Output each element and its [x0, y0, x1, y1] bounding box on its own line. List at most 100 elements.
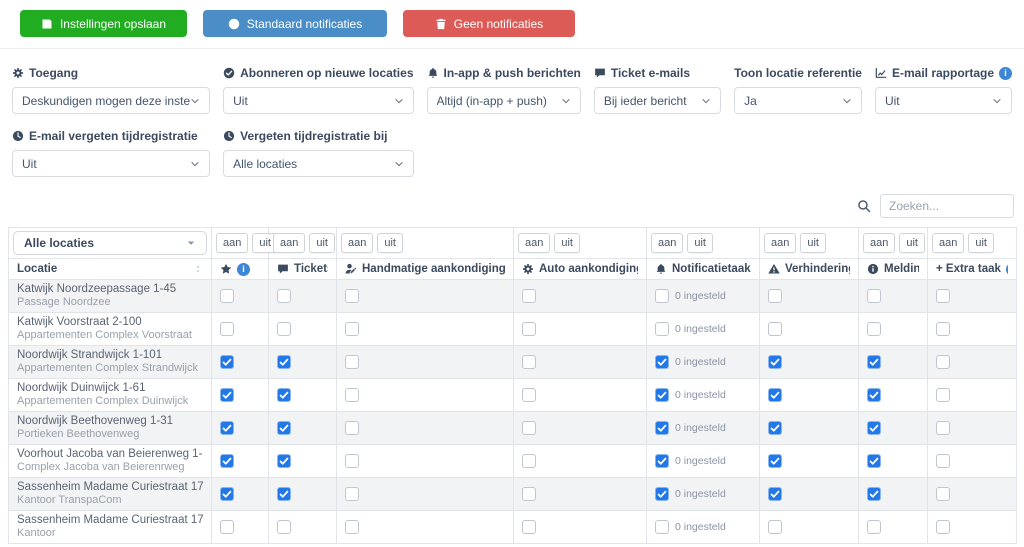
- checkbox-melding[interactable]: [867, 454, 881, 468]
- col-extra-taak-aan-button[interactable]: aan: [932, 233, 965, 253]
- abonneren-nieuwe-locaties-select[interactable]: Uit: [223, 87, 414, 114]
- checkbox-notificatietaak[interactable]: [655, 355, 669, 369]
- checkbox-verhindering[interactable]: [768, 388, 782, 402]
- checkbox-favoriet[interactable]: [220, 487, 234, 501]
- checkbox-verhindering[interactable]: [768, 520, 782, 534]
- checkbox-handmatige-aankondiging[interactable]: [345, 355, 359, 369]
- col-melding-uit-button[interactable]: uit: [899, 233, 925, 253]
- checkbox-favoriet[interactable]: [220, 322, 234, 336]
- no-notifications-button[interactable]: Geen notificaties: [403, 10, 575, 37]
- checkbox-extra-taak[interactable]: [936, 454, 950, 468]
- checkbox-extra-taak[interactable]: [936, 289, 950, 303]
- checkbox-favoriet[interactable]: [220, 421, 234, 435]
- checkbox-tickets[interactable]: [277, 520, 291, 534]
- checkbox-notificatietaak[interactable]: [655, 520, 669, 534]
- toegang-select[interactable]: Deskundigen mogen deze inste: [12, 87, 211, 114]
- col-auto-aankondiging-aan-button[interactable]: aan: [518, 233, 551, 253]
- checkbox-favoriet[interactable]: [220, 388, 234, 402]
- checkbox-melding[interactable]: [867, 355, 881, 369]
- standard-notifications-button[interactable]: Standaard notificaties: [203, 10, 387, 37]
- checkbox-tickets[interactable]: [277, 355, 291, 369]
- checkbox-handmatige-aankondiging[interactable]: [345, 454, 359, 468]
- email-rapportage-select[interactable]: Uit: [874, 87, 1012, 114]
- checkbox-auto-aankondiging[interactable]: [522, 388, 536, 402]
- checkbox-extra-taak[interactable]: [936, 487, 950, 501]
- checkbox-auto-aankondiging[interactable]: [522, 520, 536, 534]
- checkbox-tickets[interactable]: [277, 388, 291, 402]
- checkbox-tickets[interactable]: [277, 322, 291, 336]
- col-handmatige-aankondiging-uit-button[interactable]: uit: [377, 233, 403, 253]
- col-verhindering-aan-button[interactable]: aan: [764, 233, 797, 253]
- checkbox-handmatige-aankondiging[interactable]: [345, 487, 359, 501]
- checkbox-notificatietaak[interactable]: [655, 487, 669, 501]
- checkbox-tickets[interactable]: [277, 421, 291, 435]
- checkbox-favoriet[interactable]: [220, 454, 234, 468]
- checkbox-melding[interactable]: [867, 388, 881, 402]
- col-notificatietaak-uit-button[interactable]: uit: [687, 233, 713, 253]
- col-tickets-uit-button[interactable]: uit: [309, 233, 335, 253]
- checkbox-verhindering[interactable]: [768, 421, 782, 435]
- email-vergeten-tijdregistratie-select[interactable]: Uit: [12, 150, 211, 177]
- checkbox-melding[interactable]: [867, 487, 881, 501]
- checkbox-notificatietaak[interactable]: [655, 421, 669, 435]
- filter-ticket-emails: Ticket e-mails Bij ieder bericht: [593, 66, 722, 114]
- checkbox-extra-taak[interactable]: [936, 520, 950, 534]
- checkbox-tickets[interactable]: [277, 487, 291, 501]
- vergeten-tijdregistratie-bij-select[interactable]: Alle locaties: [223, 150, 414, 177]
- checkbox-auto-aankondiging[interactable]: [522, 355, 536, 369]
- checkbox-verhindering[interactable]: [768, 289, 782, 303]
- checkbox-extra-taak[interactable]: [936, 421, 950, 435]
- col-favoriet-aan-button[interactable]: aan: [216, 233, 249, 253]
- selected-value: Deskundigen mogen deze inste: [22, 93, 191, 108]
- checkbox-melding[interactable]: [867, 322, 881, 336]
- checkbox-notificatietaak[interactable]: [655, 454, 669, 468]
- checkbox-favoriet[interactable]: [220, 520, 234, 534]
- checkbox-verhindering[interactable]: [768, 487, 782, 501]
- col-auto-aankondiging-uit-button[interactable]: uit: [554, 233, 580, 253]
- checkbox-auto-aankondiging[interactable]: [522, 487, 536, 501]
- save-settings-button[interactable]: Instellingen opslaan: [20, 10, 187, 37]
- checkbox-handmatige-aankondiging[interactable]: [345, 289, 359, 303]
- checkbox-verhindering[interactable]: [768, 322, 782, 336]
- checkbox-notificatietaak[interactable]: [655, 322, 669, 336]
- checkbox-auto-aankondiging[interactable]: [522, 454, 536, 468]
- checkbox-favoriet[interactable]: [220, 355, 234, 369]
- checkbox-handmatige-aankondiging[interactable]: [345, 388, 359, 402]
- in-app-push-berichten-select[interactable]: Altijd (in-app + push): [426, 87, 581, 114]
- checkbox-handmatige-aankondiging[interactable]: [345, 322, 359, 336]
- checkbox-tickets[interactable]: [277, 454, 291, 468]
- checkbox-notificatietaak[interactable]: [655, 388, 669, 402]
- checkbox-tickets[interactable]: [277, 289, 291, 303]
- checkbox-auto-aankondiging[interactable]: [522, 322, 536, 336]
- checkbox-extra-taak[interactable]: [936, 355, 950, 369]
- checkbox-handmatige-aankondiging[interactable]: [345, 421, 359, 435]
- col-tickets-aan-button[interactable]: aan: [273, 233, 306, 253]
- checkbox-melding[interactable]: [867, 520, 881, 534]
- warning-icon: [768, 263, 780, 275]
- col-melding-aan-button[interactable]: aan: [863, 233, 896, 253]
- checkbox-melding[interactable]: [867, 289, 881, 303]
- col-verhindering-uit-button[interactable]: uit: [800, 233, 826, 253]
- selected-value: Bij ieder bericht: [603, 93, 687, 108]
- checkbox-auto-aankondiging[interactable]: [522, 289, 536, 303]
- col-extra-taak-uit-button[interactable]: uit: [968, 233, 994, 253]
- checkbox-melding[interactable]: [867, 421, 881, 435]
- checkbox-extra-taak[interactable]: [936, 388, 950, 402]
- checkbox-auto-aankondiging[interactable]: [522, 421, 536, 435]
- checkbox-favoriet[interactable]: [220, 289, 234, 303]
- checkbox-extra-taak[interactable]: [936, 322, 950, 336]
- location-name: Katwijk Voorstraat 2-100: [17, 316, 142, 328]
- onoff-group-tickets: aan uit: [273, 233, 335, 253]
- toon-locatie-referentie-select[interactable]: Ja: [734, 87, 862, 114]
- checkbox-verhindering[interactable]: [768, 454, 782, 468]
- col-handmatige-aankondiging-aan-button[interactable]: aan: [341, 233, 374, 253]
- search-input[interactable]: [880, 194, 1014, 218]
- col-notificatietaak-aan-button[interactable]: aan: [651, 233, 684, 253]
- col-favoriet-uit-button[interactable]: uit: [252, 233, 278, 253]
- checkbox-verhindering[interactable]: [768, 355, 782, 369]
- ticket-emails-select[interactable]: Bij ieder bericht: [593, 87, 722, 114]
- column-header-locatie[interactable]: Locatie: [8, 258, 212, 280]
- all-locations-dropdown[interactable]: Alle locaties: [13, 231, 207, 255]
- checkbox-handmatige-aankondiging[interactable]: [345, 520, 359, 534]
- checkbox-notificatietaak[interactable]: [655, 289, 669, 303]
